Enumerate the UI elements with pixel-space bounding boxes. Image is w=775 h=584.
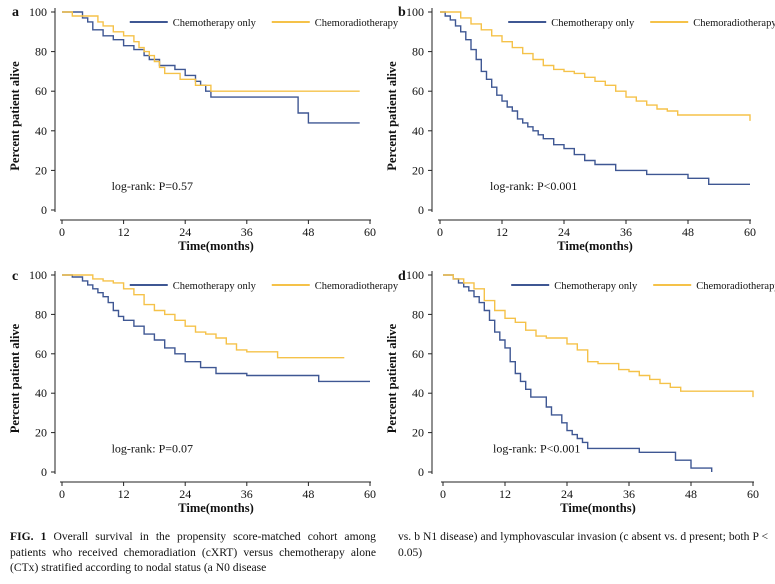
x-tick-label: 60 [364, 487, 376, 501]
y-tick-label: 80 [412, 45, 424, 59]
y-tick-label: 0 [41, 203, 47, 217]
y-tick-label: 0 [418, 465, 424, 479]
x-tick-label: 24 [179, 225, 191, 239]
series-line-chemoradiotherapy [62, 11, 360, 92]
x-tick-label: 60 [744, 225, 756, 239]
legend-label: Chemotherapy only [551, 18, 635, 29]
y-tick-label: 0 [418, 203, 424, 217]
x-tick-label: 36 [241, 225, 253, 239]
legend-label: Chemoradiotherapy [693, 18, 775, 29]
y-tick-label: 60 [35, 84, 47, 98]
y-tick-label: 40 [35, 124, 47, 138]
x-tick-label: 24 [561, 487, 573, 501]
x-axis-label: Time(months) [560, 501, 635, 515]
x-tick-label: 36 [623, 487, 635, 501]
panel-letter: a [12, 5, 19, 20]
series-line-chemoradiotherapy [440, 11, 751, 121]
y-axis-label: Percent patient alive [8, 323, 22, 433]
x-axis-label: Time(months) [178, 501, 253, 515]
y-tick-label: 40 [412, 124, 424, 138]
y-tick-label: 20 [412, 426, 424, 440]
figure-caption-right: vs. b N1 disease) and lymphovascular inv… [398, 529, 768, 560]
chart-panel-b: b 0 20 40 60 80 100 0 12 24 36 48 60 Time(months) Perc… [385, 5, 775, 253]
y-tick-label: 60 [35, 347, 47, 361]
x-axis-label: Time(months) [557, 239, 632, 253]
figure-caption-text-left: Overall survival in the propensity score… [10, 530, 376, 574]
legend-label: Chemotherapy only [173, 281, 257, 292]
x-tick-label: 24 [179, 487, 191, 501]
x-tick-label: 48 [302, 487, 314, 501]
x-tick-label: 60 [364, 225, 376, 239]
y-tick-label: 100 [29, 5, 47, 19]
figure-label: FIG. 1 [10, 530, 47, 543]
y-tick-label: 60 [412, 84, 424, 98]
y-axis-label: Percent patient alive [385, 323, 399, 433]
x-tick-label: 0 [440, 487, 446, 501]
y-tick-label: 20 [412, 163, 424, 177]
panel-letter: b [398, 5, 406, 20]
y-tick-label: 100 [406, 5, 424, 19]
y-axis-label: Percent patient alive [385, 61, 399, 171]
x-tick-label: 12 [118, 225, 130, 239]
log-rank-annotation: log-rank: P<0.001 [490, 179, 577, 193]
y-tick-label: 20 [35, 426, 47, 440]
chart-panel-d: d 0 20 40 60 80 100 0 12 24 36 48 60 Time(months) Perc… [385, 268, 775, 515]
y-axis-label: Percent patient alive [8, 61, 22, 171]
y-tick-label: 100 [406, 268, 424, 282]
series-line-chemoradiotherapy [443, 274, 754, 398]
x-tick-label: 48 [302, 225, 314, 239]
legend-label: Chemoradiotherapy [315, 18, 399, 29]
legend-label: Chemotherapy only [173, 18, 257, 29]
series-line-chemotherapy-only [62, 11, 360, 124]
series-line-chemotherapy-only [440, 11, 750, 185]
x-axis-label: Time(months) [178, 239, 253, 253]
log-rank-annotation: log-rank: P<0.001 [493, 441, 580, 455]
x-tick-label: 48 [682, 225, 694, 239]
y-tick-label: 100 [29, 268, 47, 282]
y-tick-label: 20 [35, 163, 47, 177]
y-tick-label: 80 [35, 307, 47, 321]
log-rank-annotation: log-rank: P=0.07 [112, 441, 193, 455]
figure-caption-left: FIG. 1 Overall survival in the propensit… [10, 529, 376, 576]
y-tick-label: 0 [41, 465, 47, 479]
x-tick-label: 36 [241, 487, 253, 501]
y-tick-label: 60 [412, 347, 424, 361]
chart-panel-c: c 0 20 40 60 80 100 0 12 24 36 48 60 Time(months) Perc… [8, 268, 399, 515]
series-line-chemoradiotherapy [62, 274, 345, 359]
series-line-chemotherapy-only [443, 274, 713, 472]
legend-label: Chemoradiotherapy [315, 281, 399, 292]
x-tick-label: 12 [118, 487, 130, 501]
x-tick-label: 12 [496, 225, 508, 239]
y-tick-label: 40 [35, 386, 47, 400]
x-tick-label: 60 [747, 487, 759, 501]
x-tick-label: 48 [685, 487, 697, 501]
x-tick-label: 0 [437, 225, 443, 239]
x-tick-label: 24 [558, 225, 570, 239]
y-tick-label: 40 [412, 386, 424, 400]
panel-letter: c [12, 269, 18, 284]
legend-label: Chemotherapy only [554, 281, 638, 292]
series-line-chemotherapy-only [62, 274, 370, 383]
y-tick-label: 80 [35, 45, 47, 59]
figure-caption-text-right: vs. b N1 disease) and lymphovascular inv… [398, 530, 768, 559]
legend-label: Chemoradiotherapy [696, 281, 775, 292]
x-tick-label: 0 [59, 225, 65, 239]
log-rank-annotation: log-rank: P=0.57 [112, 179, 193, 193]
x-tick-label: 12 [499, 487, 511, 501]
x-tick-label: 36 [620, 225, 632, 239]
panel-letter: d [398, 269, 406, 284]
x-tick-label: 0 [59, 487, 65, 501]
chart-panel-a: a 0 20 40 60 80 100 0 12 24 36 48 60 Time(months) Perc… [8, 5, 399, 253]
y-tick-label: 80 [412, 307, 424, 321]
